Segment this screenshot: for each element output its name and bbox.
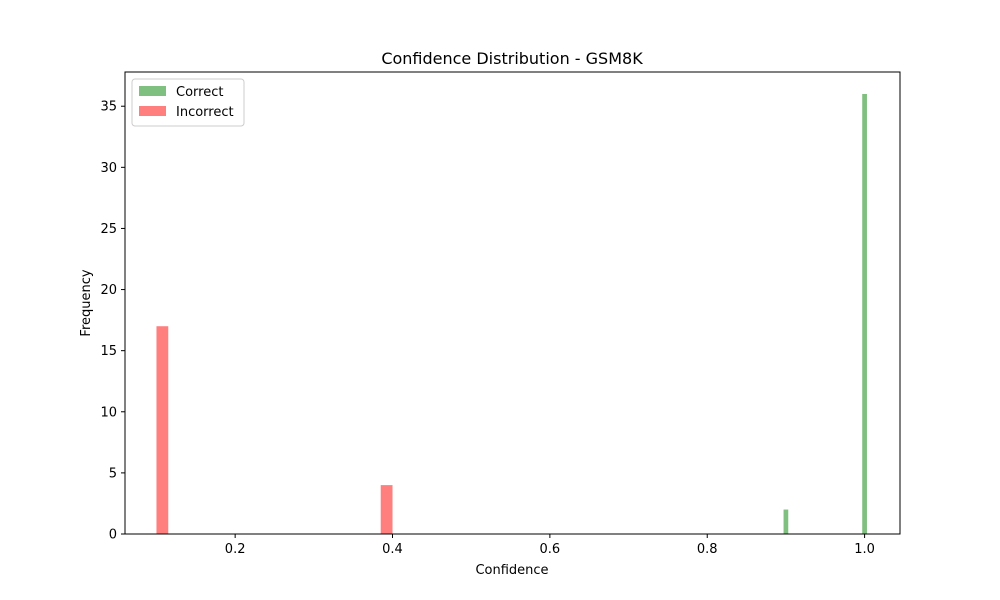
bar-incorrect-1 (380, 485, 393, 534)
y-tick-label-5: 25 (100, 222, 117, 237)
x-axis-label: Confidence (475, 563, 548, 578)
y-tick-label-1: 5 (109, 466, 117, 481)
bar-incorrect-0 (156, 326, 169, 534)
y-tick-label-0: 0 (109, 528, 117, 543)
x-tick-label-2: 0.6 (540, 542, 561, 557)
plot-frame (124, 71, 901, 535)
bar-correct-0 (783, 509, 789, 534)
legend-label-incorrect: Incorrect (176, 105, 234, 120)
x-tick-label-3: 0.8 (697, 542, 718, 557)
x-tick-label-1: 0.4 (382, 542, 403, 557)
legend-label-correct: Correct (176, 85, 223, 100)
y-axis: 0 5 10 15 20 25 30 35 (100, 100, 125, 543)
y-tick-label-7: 35 (100, 100, 117, 115)
x-tick-label-4: 1.0 (854, 542, 875, 557)
y-tick-label-4: 20 (100, 283, 117, 298)
y-axis-label: Frequency (79, 269, 94, 336)
bars-group (156, 94, 867, 534)
x-tick-label-0: 0.2 (225, 542, 246, 557)
y-tick-label-2: 10 (100, 405, 117, 420)
bar-correct-1 (862, 94, 867, 534)
legend-swatch-incorrect (139, 106, 166, 116)
x-axis: 0.2 0.4 0.6 0.8 1.0 (225, 534, 875, 557)
legend: Correct Incorrect (131, 78, 245, 127)
legend-swatch-correct (139, 86, 166, 96)
chart-title: Confidence Distribution - GSM8K (381, 49, 643, 68)
y-tick-label-6: 30 (100, 161, 117, 176)
y-tick-label-3: 15 (100, 344, 117, 359)
